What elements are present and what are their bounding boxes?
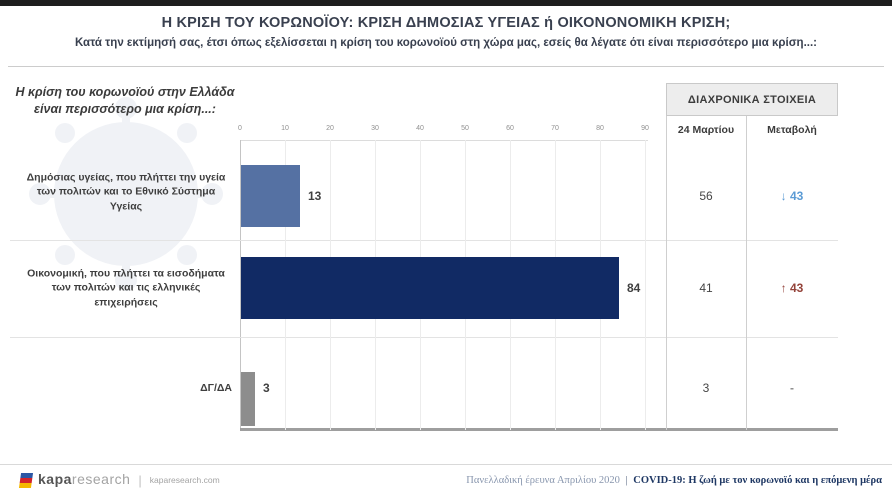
table-left-border bbox=[666, 83, 667, 430]
row-separator bbox=[10, 337, 838, 338]
gridline bbox=[645, 140, 646, 430]
x-axis-tick-label: 70 bbox=[551, 125, 559, 132]
x-axis-tick-label: 10 bbox=[281, 125, 289, 132]
x-axis-tick-label: 90 bbox=[641, 125, 649, 132]
row-separator bbox=[10, 240, 838, 241]
x-axis-line bbox=[240, 140, 648, 141]
window-top-edge bbox=[0, 0, 892, 6]
category-label: Δημόσιας υγείας, που πλήττει την υγεία τ… bbox=[26, 171, 226, 213]
x-axis-tick-label: 0 bbox=[238, 125, 242, 132]
table-cell-change: ↑ 43 bbox=[780, 281, 804, 295]
brand-website: kaparesearch.com bbox=[149, 475, 220, 485]
category-label: Οικονομική, που πλήττει τα εισοδήματα τω… bbox=[27, 267, 225, 309]
survey-name: Πανελλαδική έρευνα Απριλίου 2020 bbox=[466, 475, 620, 486]
table-cell-value: 3 bbox=[702, 381, 710, 395]
table-cell-change: - bbox=[790, 381, 794, 395]
bar bbox=[241, 372, 255, 426]
brand-name-secondary: research bbox=[71, 471, 131, 487]
x-axis-tick-label: 20 bbox=[326, 125, 334, 132]
bar-value-label: 3 bbox=[263, 381, 270, 395]
table-cell-value: 41 bbox=[699, 281, 713, 295]
table-column-divider bbox=[746, 116, 747, 430]
brand-separator: | bbox=[138, 472, 142, 488]
table-cell-change: ↓ 43 bbox=[780, 189, 804, 203]
brand-name-primary: kapa bbox=[38, 471, 72, 487]
source-citation: Πανελλαδική έρευνα Απριλίου 2020 | COVID… bbox=[466, 475, 882, 486]
x-axis-tick-label: 50 bbox=[461, 125, 469, 132]
table-cell-value: 56 bbox=[699, 189, 713, 203]
x-axis-tick-label: 40 bbox=[416, 125, 424, 132]
table-title: ΔΙΑΧΡΟΝΙΚΑ ΣΤΟΙΧΕΙΑ bbox=[666, 83, 838, 116]
brand-lockup: kaparesearch | kaparesearch.com bbox=[18, 471, 220, 489]
source-separator: | bbox=[625, 475, 628, 486]
page-subtitle: Κατά την εκτίμησή σας, έτσι όπως εξελίσσ… bbox=[74, 37, 817, 49]
header-divider bbox=[8, 66, 884, 67]
coronavirus-watermark-icon bbox=[29, 97, 223, 291]
table-column-header-date: 24 Μαρτίου bbox=[677, 124, 735, 136]
x-axis-tick-label: 30 bbox=[371, 125, 379, 132]
bar bbox=[241, 257, 619, 319]
page-title: Η ΚΡΙΣΗ ΤΟΥ ΚΟΡΩΝΟΪΟΥ: ΚΡΙΣΗ ΔΗΜΟΣΙΑΣ ΥΓ… bbox=[161, 15, 731, 31]
x-axis-tick-label: 80 bbox=[596, 125, 604, 132]
bar-value-label: 13 bbox=[308, 189, 322, 203]
table-column-header-change: Μεταβολή bbox=[767, 124, 817, 136]
bar bbox=[241, 165, 300, 227]
x-axis-tick-label: 60 bbox=[506, 125, 514, 132]
footer-divider bbox=[0, 464, 892, 465]
y-axis-line bbox=[240, 140, 241, 430]
plot-bottom-line bbox=[240, 428, 838, 431]
category-label: ΔΓ/ΔΑ bbox=[200, 381, 232, 394]
report-title: COVID-19: Η ζωή με τον κορωνοϊό και η επ… bbox=[633, 475, 882, 486]
kapa-logo-icon bbox=[18, 472, 34, 488]
chart-intro-text: Η κρίση του κορωνοϊού στην Ελλάδα είναι … bbox=[15, 85, 235, 116]
bar-value-label: 84 bbox=[627, 281, 641, 295]
brand-name: kaparesearch bbox=[38, 471, 130, 489]
